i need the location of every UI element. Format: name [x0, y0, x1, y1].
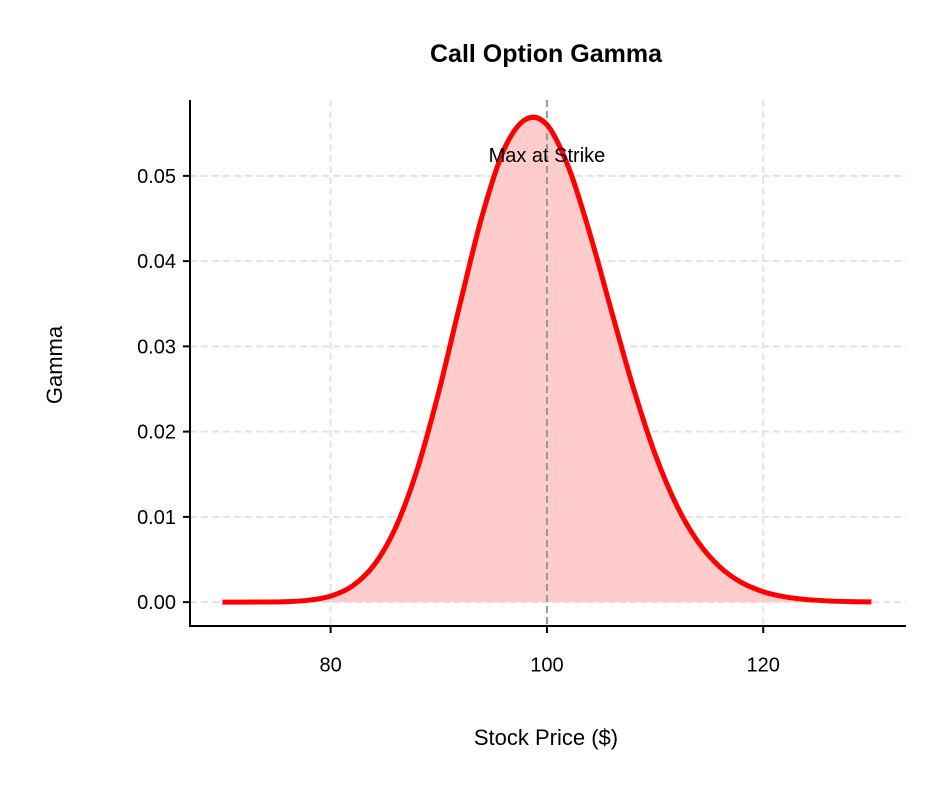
y-tick-label: 0.00 [137, 592, 176, 614]
max-at-strike-annotation: Max at Strike [489, 145, 606, 167]
gamma-line [222, 114, 872, 605]
y-tick-label: 0.04 [137, 251, 176, 273]
y-tick-label: 0.01 [137, 507, 176, 529]
y-tick-label: 0.03 [137, 336, 176, 358]
ticks: 80 100 120 0.00 0.01 0.02 0.03 0.04 0.05 [137, 166, 780, 677]
x-tick-label: 80 [319, 655, 341, 677]
x-axis-label: Stock Price ($) [474, 725, 618, 750]
y-axis-label: Gamma [42, 325, 67, 404]
y-tick-label: 0.05 [137, 166, 176, 188]
x-tick-label: 100 [530, 655, 563, 677]
chart-title: Call Option Gamma [430, 40, 663, 68]
x-tick-label: 120 [747, 655, 780, 677]
y-tick-label: 0.02 [137, 422, 176, 444]
